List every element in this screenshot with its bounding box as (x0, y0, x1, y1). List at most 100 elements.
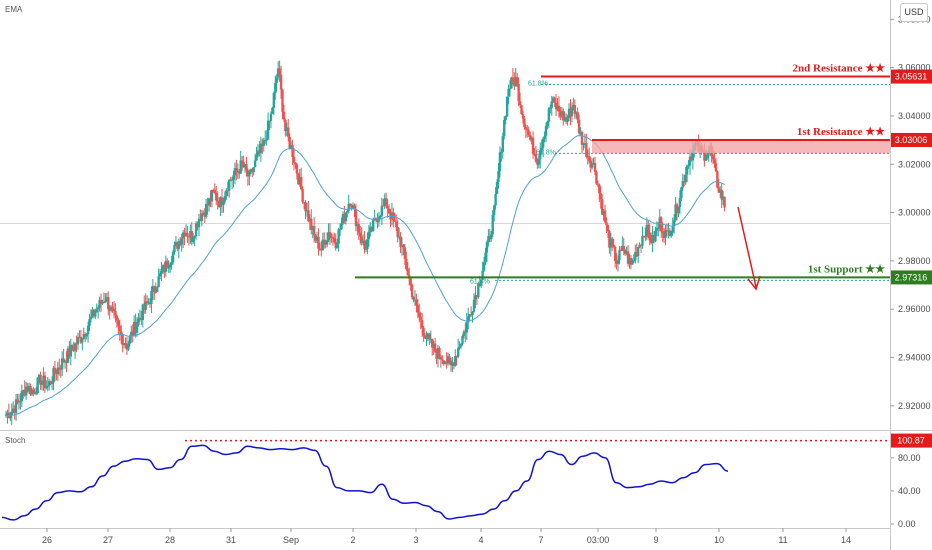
candle-body (654, 230, 657, 242)
candle-body (478, 283, 481, 287)
x-tick-label: 31 (226, 535, 236, 545)
candle-body (675, 204, 679, 213)
candle-body (58, 367, 61, 369)
candle-body (109, 306, 113, 311)
candle-body (317, 236, 320, 249)
candle-body (376, 220, 379, 222)
candle-body (477, 283, 480, 298)
candle-body (36, 377, 39, 394)
candle-body (410, 284, 414, 298)
x-tick-label: 26 (42, 535, 52, 545)
candle-body (92, 309, 96, 317)
indicator-label: EMA (5, 5, 23, 14)
candle-body (348, 204, 352, 206)
candle-body (193, 236, 196, 238)
candle-body (399, 236, 402, 247)
candle-body (667, 230, 670, 232)
candle-body (262, 140, 265, 146)
candle-body (511, 77, 515, 82)
candle-body (599, 193, 602, 200)
candle-body (229, 180, 232, 182)
candle-body (611, 238, 614, 245)
candle-body (91, 309, 94, 317)
y-tick-label: 3.04000 (898, 111, 931, 121)
candle-body (114, 311, 117, 316)
price-tag (891, 270, 932, 285)
candle-body (331, 237, 335, 239)
candle-body (467, 316, 470, 323)
candle-body (690, 156, 693, 161)
candle-body (547, 108, 551, 122)
candle-body (406, 269, 409, 276)
candle-body (632, 260, 636, 262)
candle-body (400, 244, 404, 247)
currency-button[interactable]: USD (900, 3, 928, 22)
candle-body (163, 265, 166, 273)
candle-body (393, 220, 396, 222)
candle-body (282, 111, 286, 120)
candle-body (311, 226, 314, 230)
candle-body (505, 96, 509, 117)
candle-body (677, 206, 680, 213)
candle-body (459, 343, 463, 347)
candle-body (541, 138, 545, 148)
candle-body (266, 120, 270, 140)
candle-body (89, 316, 93, 320)
candle-body (16, 399, 19, 402)
candle-body (530, 137, 533, 140)
candle-body (671, 225, 674, 233)
candle-body (69, 345, 72, 357)
candle-body (615, 260, 618, 264)
candle-body (543, 136, 546, 139)
candle-body (297, 173, 300, 185)
candle-body (33, 391, 36, 394)
candle-body (131, 331, 134, 336)
candle-body (595, 171, 598, 184)
stoch-level-tag (891, 433, 932, 448)
candle-body (351, 205, 355, 209)
candle-body (668, 230, 672, 237)
candle-body (265, 139, 268, 141)
candle-body (490, 234, 493, 240)
candle-body (409, 278, 412, 285)
resistance-zone (592, 140, 890, 154)
candle-body (275, 77, 278, 83)
candle-body (177, 241, 180, 250)
candle-body (134, 321, 137, 333)
candle-body (203, 212, 206, 217)
candle-body (403, 247, 407, 259)
candle-body (179, 241, 182, 245)
candle-body (183, 232, 186, 236)
candle-body (65, 360, 68, 363)
candle-body (272, 92, 276, 108)
candle-body (619, 250, 623, 252)
candle-body (557, 105, 561, 112)
candle-body (187, 236, 191, 238)
candle-body (59, 368, 62, 370)
candle-body (446, 356, 450, 364)
candle-body (598, 184, 601, 194)
candle-body (115, 315, 119, 321)
candle-body (649, 240, 653, 243)
candle-body (572, 105, 575, 108)
candle-body (255, 155, 258, 161)
candle-body (563, 117, 566, 121)
x-tick-label: 4 (478, 535, 483, 545)
candle-body (181, 232, 185, 239)
candle-body (82, 334, 85, 340)
candle-body (423, 335, 427, 339)
candle-body (304, 202, 307, 212)
candle-body (153, 286, 156, 292)
candle-body (252, 167, 255, 173)
candle-body (596, 183, 600, 185)
candle-body (151, 286, 155, 291)
candle-body (455, 356, 458, 358)
candle-body (435, 351, 438, 359)
candle-body (546, 121, 549, 126)
candle-body (324, 241, 327, 245)
candle-body (510, 77, 513, 89)
price-tag-label: 3.03006 (895, 135, 928, 145)
x-tick-label: Sep (283, 535, 299, 545)
candle-body (454, 356, 457, 366)
